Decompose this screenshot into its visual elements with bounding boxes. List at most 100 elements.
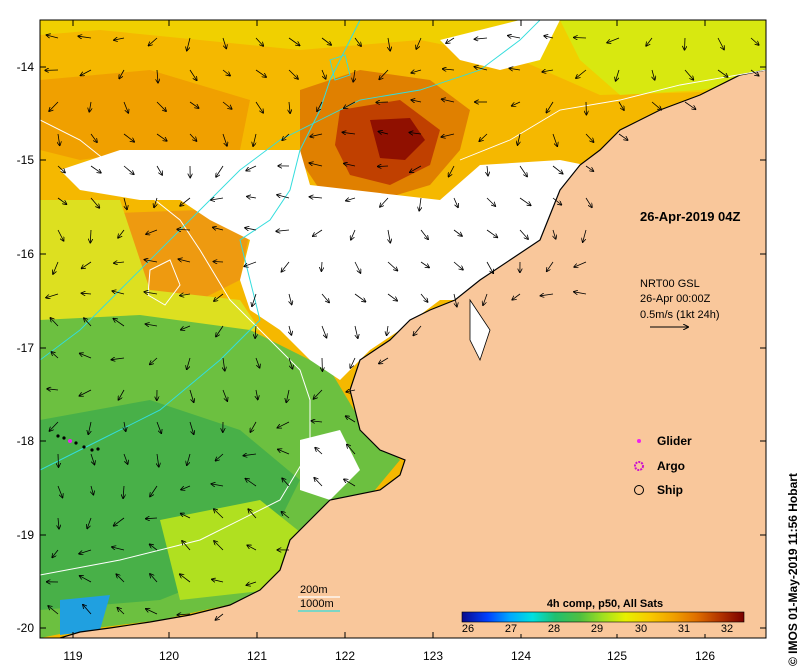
depth-legend: 200m 1000m (298, 584, 340, 612)
glider-legend-label: Glider (657, 434, 692, 448)
current-arrow-icon (409, 133, 422, 135)
current-arrow-icon (542, 70, 554, 72)
current-arrow-icon (313, 229, 323, 236)
current-arrow-icon (646, 37, 653, 46)
current-arrow-icon (446, 37, 455, 43)
current-arrow-icon (509, 68, 521, 70)
current-arrow-icon (212, 579, 224, 582)
depth-1000-label: 1000m (300, 598, 334, 610)
king-sound-inlet (469, 298, 491, 362)
argo-legend-icon (634, 461, 644, 471)
current-arrow-icon (574, 261, 587, 267)
current-arrow-icon (574, 38, 587, 39)
current-arrow-icon (189, 101, 199, 108)
current-arrow-icon (150, 574, 158, 583)
current-arrow-icon (281, 512, 290, 519)
current-arrow-icon (222, 37, 226, 49)
current-arrow-icon (111, 358, 125, 360)
current-arrow-icon (187, 357, 191, 369)
current-arrow-icon (156, 165, 162, 175)
sst-lime-patch (160, 500, 310, 600)
current-arrow-icon (378, 166, 389, 167)
current-arrow-icon (79, 549, 92, 554)
current-arrow-icon (247, 197, 257, 199)
current-arrow-icon (46, 293, 59, 298)
current-arrow-icon (717, 69, 728, 77)
current-arrow-icon (156, 101, 166, 111)
current-arrow-icon (411, 100, 422, 102)
current-arrow-icon (574, 292, 587, 294)
current-arrow-icon (189, 389, 194, 402)
current-arrow-icon (616, 69, 620, 81)
current-arrow-icon (114, 38, 125, 40)
ship-legend-icon (634, 485, 644, 495)
current-arrow-icon (250, 421, 257, 432)
current-arrow-icon (443, 69, 455, 70)
current-arrow-icon (717, 37, 724, 50)
sst-darkred-core (370, 118, 425, 160)
current-arrow-icon (49, 421, 59, 431)
current-arrow-icon (144, 292, 158, 294)
current-arrow-icon (216, 325, 224, 337)
current-arrow-icon (344, 101, 356, 108)
current-arrow-icon (321, 325, 327, 338)
current-arrow-icon (112, 547, 125, 551)
current-arrow-icon (177, 614, 191, 615)
current-arrow-icon (214, 541, 224, 551)
current-arrow-icon (255, 101, 263, 113)
current-arrow-icon (685, 37, 686, 50)
current-arrow-icon (387, 293, 397, 301)
current-arrow-icon (177, 229, 191, 230)
current-arrow-icon (222, 101, 232, 109)
current-arrow-icon (519, 165, 527, 177)
current-arrow-icon (181, 325, 191, 330)
current-arrow-icon (419, 197, 421, 211)
current-arrow-icon (90, 453, 95, 465)
current-arrow-icon (289, 293, 292, 305)
current-arrow-icon (80, 353, 92, 359)
current-arrow-icon (585, 133, 594, 142)
current-arrow-icon (146, 229, 158, 234)
current-arrow-icon (47, 389, 59, 390)
current-arrow-icon (387, 261, 397, 271)
current-arrow-icon (684, 101, 696, 109)
colorbar-tick-label: 30 (635, 623, 647, 635)
current-arrow-icon (453, 229, 462, 236)
lon-tick-label: 125 (607, 649, 627, 663)
current-arrow-icon (281, 261, 290, 272)
current-arrow-icon (245, 228, 257, 230)
current-arrow-icon (416, 37, 422, 49)
coastline (59, 69, 766, 638)
current-arrow-icon (585, 165, 593, 171)
current-arrow-icon (347, 445, 356, 455)
current-arrow-icon (144, 260, 158, 262)
sst-blue-patch (60, 595, 110, 635)
ship-legend-label: Ship (657, 483, 683, 497)
current-arrow-icon (486, 197, 495, 206)
current-arrow-icon (178, 259, 191, 262)
current-arrow-icon (388, 229, 390, 243)
isobath-200m (40, 119, 311, 576)
lat-tick-label: -16 (17, 247, 35, 261)
current-arrow-icon (288, 37, 300, 46)
current-arrow-icon (90, 229, 91, 243)
current-arrow-icon (123, 485, 124, 498)
current-arrow-icon (181, 514, 191, 519)
colorbar-tick-label: 31 (678, 623, 690, 635)
current-arrow-icon (187, 37, 191, 51)
current-arrow-icon (321, 69, 326, 79)
current-arrow-icon (116, 574, 125, 583)
current-arrow-icon (114, 517, 125, 526)
current-arrow-icon (547, 261, 554, 271)
map-plot-area (40, 20, 766, 638)
current-arrow-icon (379, 357, 389, 364)
current-arrow-icon (223, 357, 225, 371)
current-arrow-icon (82, 293, 92, 294)
current-arrow-icon (214, 509, 224, 519)
current-arrow-icon (123, 165, 134, 174)
current-arrow-icon (512, 101, 521, 106)
current-arrow-icon (49, 101, 59, 111)
glider-track-point (90, 448, 94, 452)
current-arrow-icon (475, 38, 488, 39)
